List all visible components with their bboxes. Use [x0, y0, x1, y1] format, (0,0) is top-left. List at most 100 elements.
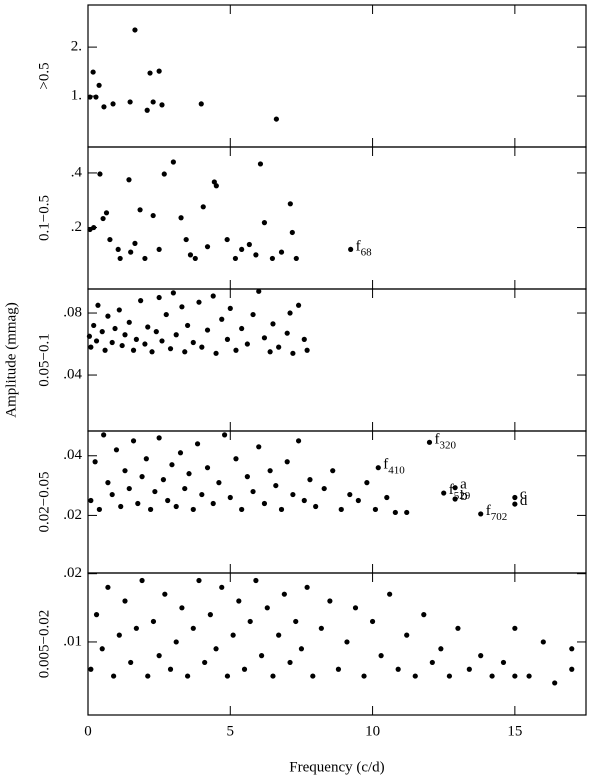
- annotated-point: [348, 246, 354, 253]
- annotated-point: [441, 490, 447, 496]
- point: [219, 584, 225, 590]
- point: [287, 201, 293, 207]
- point: [287, 310, 293, 316]
- panel-y-label: 0.1−0.5: [36, 195, 52, 241]
- point: [202, 659, 208, 666]
- point: [183, 236, 189, 243]
- x-axis-label: Frequency (c/d): [289, 759, 384, 775]
- point: [122, 598, 128, 604]
- point: [278, 506, 285, 513]
- point: [250, 311, 256, 318]
- point: [241, 666, 248, 672]
- point: [378, 653, 384, 659]
- point: [101, 104, 107, 110]
- point: [224, 673, 231, 679]
- point: [224, 336, 231, 342]
- annotation: f320: [434, 432, 456, 451]
- point: [163, 311, 169, 318]
- point: [273, 116, 279, 122]
- point: [170, 159, 176, 165]
- point: [466, 666, 472, 672]
- point: [90, 69, 96, 75]
- point: [384, 494, 390, 501]
- annotation-text: f: [449, 482, 454, 498]
- point: [192, 255, 198, 262]
- point: [115, 246, 121, 253]
- point: [318, 625, 324, 631]
- point: [93, 94, 99, 100]
- point: [338, 506, 344, 513]
- annotated-point: [452, 485, 458, 491]
- point: [438, 646, 444, 652]
- point: [264, 605, 270, 611]
- annotated-point: [375, 465, 381, 471]
- point: [213, 350, 219, 356]
- point: [170, 290, 176, 296]
- point: [93, 612, 100, 618]
- point: [347, 491, 353, 498]
- point: [93, 338, 100, 344]
- point: [244, 341, 250, 347]
- point: [105, 480, 111, 486]
- point: [204, 244, 211, 250]
- annotation-text: b: [460, 488, 468, 504]
- point: [135, 500, 141, 507]
- point: [239, 325, 245, 332]
- point: [278, 249, 285, 255]
- point: [196, 299, 202, 305]
- point: [109, 491, 115, 498]
- annotation-subscript: 68: [361, 246, 373, 258]
- y-tick-label: .08: [63, 304, 82, 320]
- point: [128, 249, 134, 255]
- point: [327, 598, 333, 604]
- point: [270, 321, 276, 327]
- panel-frame: [87, 146, 587, 290]
- annotation: d: [520, 494, 528, 510]
- annotation: f68: [356, 239, 373, 258]
- point: [95, 302, 101, 308]
- point: [130, 347, 137, 353]
- y-tick-label: 1.: [71, 88, 82, 104]
- annotated-point: [452, 496, 458, 502]
- point: [179, 605, 185, 611]
- point: [261, 500, 268, 507]
- point: [210, 293, 216, 299]
- point: [182, 349, 188, 355]
- point: [126, 177, 132, 183]
- point: [233, 456, 239, 462]
- point: [211, 179, 217, 185]
- point: [105, 313, 111, 319]
- point: [96, 82, 102, 88]
- point: [156, 68, 162, 74]
- point: [257, 161, 264, 167]
- point: [293, 255, 299, 262]
- point: [233, 347, 239, 353]
- point: [404, 509, 410, 516]
- point: [421, 612, 427, 618]
- point: [112, 325, 118, 332]
- point: [101, 432, 107, 438]
- panel-y-label: 0.02−0.05: [36, 472, 52, 533]
- point: [256, 288, 262, 294]
- point: [552, 680, 558, 686]
- point: [446, 673, 453, 679]
- point: [364, 480, 370, 486]
- point: [295, 438, 302, 444]
- point: [127, 99, 133, 105]
- point: [128, 659, 134, 666]
- point: [149, 349, 155, 355]
- panel-y-label: 0.005−0.02: [36, 610, 52, 678]
- point: [126, 485, 132, 492]
- point: [250, 488, 256, 495]
- point: [344, 639, 350, 645]
- point: [307, 477, 313, 483]
- annotation: b: [460, 488, 468, 504]
- annotated-point: [512, 494, 518, 501]
- point: [145, 324, 151, 330]
- point: [455, 625, 461, 631]
- point: [335, 666, 342, 672]
- point: [142, 255, 148, 262]
- point: [133, 625, 139, 631]
- point: [177, 450, 184, 456]
